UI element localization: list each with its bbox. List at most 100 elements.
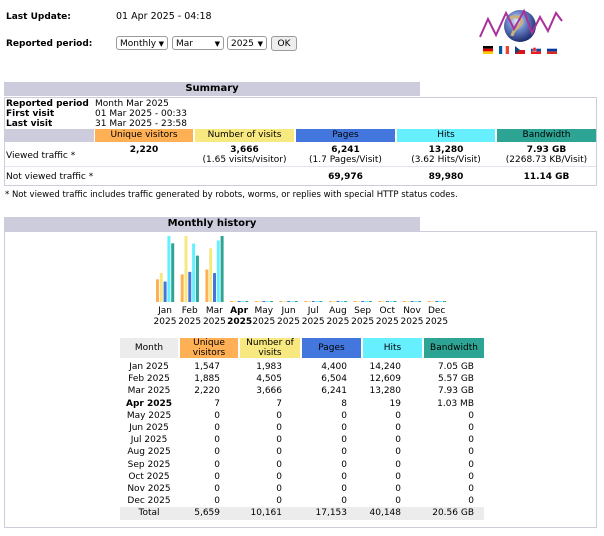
- history-row-visits: 0: [276, 447, 282, 458]
- chart-month-label: Jun: [281, 306, 296, 316]
- history-row-pages: 6,241: [321, 386, 347, 397]
- monthly-history-box: [4, 231, 597, 528]
- history-row-visits: 3,666: [256, 386, 282, 397]
- ok-button[interactable]: OK: [271, 36, 297, 51]
- reported-period-label: Reported period:: [6, 39, 93, 49]
- summary-last-visit-label: Last visit: [6, 119, 53, 129]
- history-row-pages: 0: [341, 459, 347, 470]
- chart-year-label: 2025: [375, 317, 399, 327]
- flag-cz-icon[interactable]: [515, 46, 525, 54]
- summary-first-visit-label: First visit: [6, 109, 55, 119]
- history-row-visits: 0: [276, 435, 282, 446]
- wave-icon: [479, 8, 563, 38]
- chart-month-label: Nov: [403, 306, 421, 316]
- history-total-label: Total: [138, 508, 160, 518]
- bar-pages: [213, 273, 216, 302]
- summary-col-visits: Number of visits: [195, 129, 294, 142]
- bar-visits: [406, 301, 410, 302]
- summary-reported-period-value: Month Mar 2025: [95, 99, 169, 109]
- history-row-pages: 4,400: [321, 362, 347, 372]
- flag-sk-icon[interactable]: [531, 46, 541, 54]
- bar-bandwidth: [368, 301, 372, 302]
- monthly-history-title: Monthly history: [4, 217, 420, 231]
- viewed-pages: 6,241: [331, 145, 360, 155]
- history-row-unique: 0: [214, 447, 220, 458]
- flag-fr-icon[interactable]: [499, 46, 509, 54]
- month-select[interactable]: Mar ▼: [172, 36, 224, 50]
- history-row-month: Jan 2025: [129, 362, 169, 372]
- bar-hits: [439, 301, 443, 302]
- bar-bandwidth: [344, 301, 348, 302]
- bar-hits: [241, 301, 245, 302]
- chevron-down-icon: ▼: [214, 40, 220, 48]
- awstats-logo: [479, 8, 563, 42]
- bar-pages: [435, 301, 439, 302]
- history-row-unique: 0: [214, 471, 220, 482]
- chart-year-label: 2025: [301, 317, 325, 327]
- summary-row-divider: [5, 166, 596, 167]
- history-total-pages: 17,153: [315, 508, 348, 518]
- history-row-bandwidth: 0: [468, 435, 474, 446]
- bar-pages: [237, 301, 241, 302]
- history-row-pages: 0: [341, 410, 347, 421]
- month-value: Mar: [176, 39, 193, 49]
- bar-visits: [184, 236, 188, 302]
- summary-reported-period-label: Reported period: [6, 99, 89, 109]
- chart-year-label: 2025: [277, 317, 300, 327]
- history-row-unique: 0: [214, 435, 220, 446]
- chart-year-label: 2025: [153, 317, 177, 327]
- history-row-hits: 0: [395, 435, 401, 446]
- chart-month-label: Jan: [158, 306, 172, 316]
- chevron-down-icon: ▼: [158, 40, 164, 48]
- history-row-visits: 0: [276, 471, 282, 482]
- bar-visits: [209, 248, 213, 302]
- bar-unique: [230, 301, 234, 302]
- bar-pages: [336, 301, 340, 302]
- bar-unique: [180, 274, 184, 302]
- history-row-pages: 8: [341, 398, 347, 409]
- bar-bandwidth: [294, 301, 298, 302]
- bar-bandwidth: [393, 301, 397, 302]
- history-row-bandwidth: 7.93 GB: [437, 386, 474, 397]
- history-row-hits: 0: [395, 496, 401, 507]
- history-row-month: Jun 2025: [129, 423, 169, 433]
- history-row-unique: 2,220: [194, 386, 220, 397]
- history-row-month: Sep 2025: [127, 459, 171, 470]
- viewed-bandwidth: 7.93 GB: [526, 145, 567, 155]
- year-select[interactable]: 2025 ▼: [227, 36, 267, 50]
- history-row-unique: 0: [214, 459, 220, 470]
- flag-de-icon[interactable]: [483, 46, 493, 54]
- history-row-unique: 7: [214, 398, 220, 409]
- bar-visits: [357, 301, 361, 302]
- chart-year-label: 2025: [202, 317, 226, 327]
- history-row-hits: 14,240: [369, 362, 402, 372]
- chart-month-label: Aug: [329, 306, 347, 316]
- period-type-select[interactable]: Monthly ▼: [116, 36, 168, 50]
- summary-first-visit-value: 01 Mar 2025 - 00:33: [95, 109, 187, 119]
- history-row-unique: 1,547: [194, 362, 220, 372]
- year-value: 2025: [231, 39, 254, 49]
- history-total-row: [120, 507, 484, 520]
- flag-ru-icon[interactable]: [547, 46, 557, 54]
- history-row-hits: 0: [395, 423, 401, 433]
- bar-pages: [163, 281, 167, 302]
- history-row-unique: 0: [214, 423, 220, 433]
- history-row-unique: 0: [214, 496, 220, 507]
- history-row-month: Apr 2025: [125, 398, 173, 409]
- history-total-unique: 5,659: [194, 508, 220, 518]
- chart-month-label: Feb: [181, 306, 198, 316]
- bar-visits: [332, 301, 336, 302]
- bar-unique: [403, 301, 406, 302]
- history-row-pages: 0: [341, 435, 347, 446]
- history-row-unique: 1,885: [194, 374, 220, 385]
- chart-month-label: Mar: [205, 306, 223, 316]
- history-row-pages: 0: [341, 471, 347, 482]
- history-row-bandwidth: 0: [468, 423, 474, 433]
- chart-month-label: Oct: [379, 306, 396, 316]
- bar-bandwidth: [195, 255, 199, 302]
- monthly-history-chart: [156, 236, 446, 302]
- history-row-visits: 1,983: [256, 362, 282, 372]
- bar-pages: [287, 301, 291, 302]
- bar-hits: [290, 301, 294, 302]
- history-row-unique: 0: [214, 484, 220, 494]
